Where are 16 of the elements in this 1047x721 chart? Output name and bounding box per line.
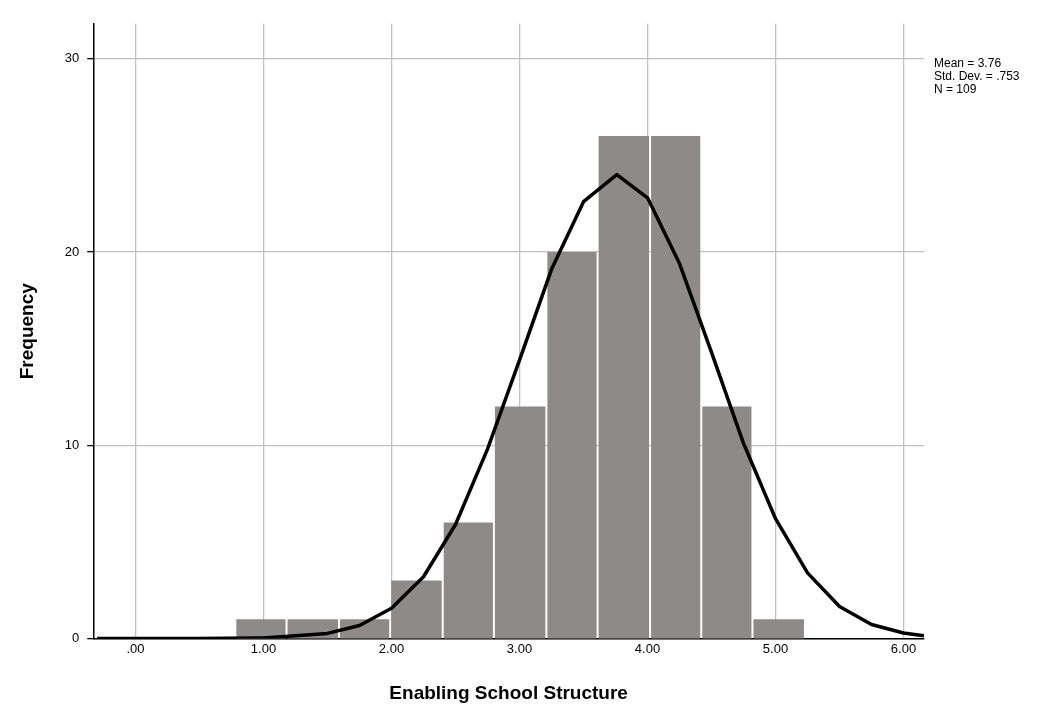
y-tick-label: 30 (64, 50, 80, 66)
x-tick-label: 2.00 (378, 640, 405, 656)
x-tick-label: 4.00 (634, 640, 661, 656)
x-tick-label: 3.00 (506, 640, 533, 656)
x-axis-title: Enabling School Structure (389, 681, 628, 703)
text: N = 109 (934, 82, 977, 97)
x-tick-label: 1.00 (250, 640, 277, 656)
y-tick-label: 20 (64, 243, 80, 259)
y-axis-title: Frequency (15, 282, 37, 380)
x-tick-label: 5.00 (762, 640, 789, 656)
x-tick-label: .00 (126, 640, 145, 656)
x-tick-label: 6.00 (890, 640, 917, 656)
text: Std. Dev. = .753 (934, 69, 1020, 84)
y-tick-label: 0 (72, 630, 80, 646)
text: Mean = 3.76 (934, 56, 1002, 71)
y-tick-label: 10 (64, 436, 80, 452)
